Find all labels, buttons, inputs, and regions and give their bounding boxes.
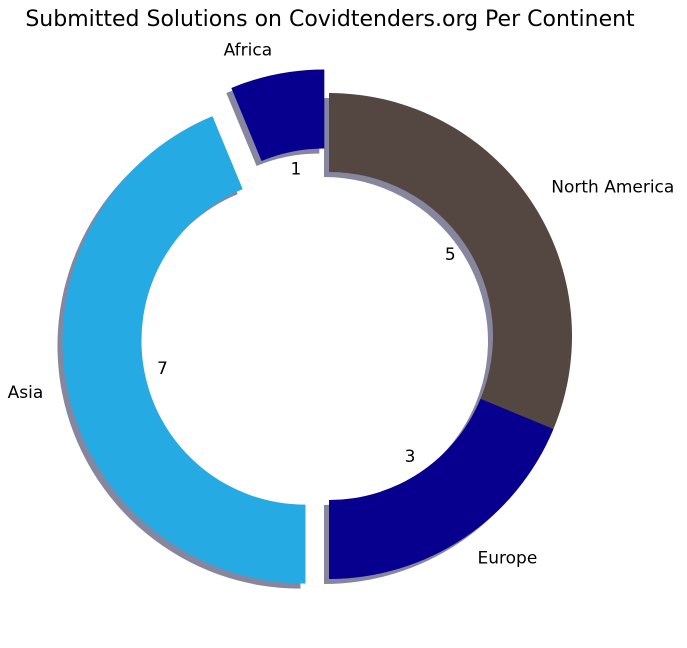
- value-label-europe: 3: [405, 447, 416, 467]
- category-label-europe: Europe: [478, 548, 538, 568]
- category-labels: North America Europe Asia Africa: [8, 40, 675, 568]
- value-labels: 5 3 7 1: [157, 159, 456, 467]
- slices-group: [62, 69, 572, 584]
- slice-europe: [329, 398, 554, 579]
- chart-title: Submitted Solutions on Covidtenders.org …: [25, 7, 635, 32]
- category-label-africa: Africa: [224, 40, 273, 60]
- category-label-north-america: North America: [551, 177, 674, 197]
- category-label-asia: Asia: [8, 383, 44, 403]
- value-label-north-america: 5: [445, 245, 456, 265]
- slice-asia: [62, 116, 306, 584]
- value-label-asia: 7: [157, 359, 168, 379]
- slice-africa: [231, 69, 325, 161]
- slice-north-america: [329, 93, 572, 429]
- value-label-africa: 1: [290, 159, 301, 179]
